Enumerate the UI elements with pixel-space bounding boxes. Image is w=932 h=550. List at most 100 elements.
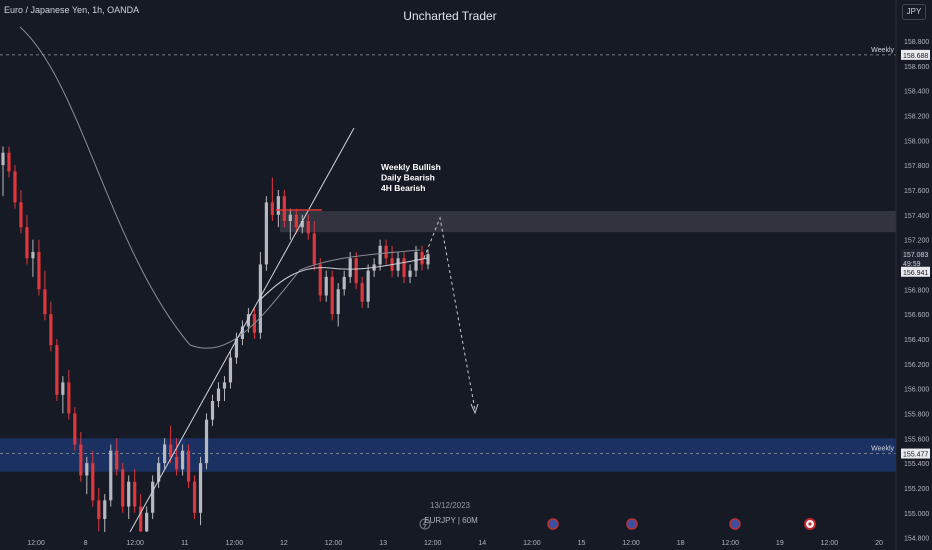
event-marker-1[interactable]: [547, 518, 559, 530]
candle-body: [25, 227, 29, 259]
candle-body: [324, 276, 328, 296]
x-tick-label: 12:00: [27, 540, 45, 547]
event-marker-4-dot: [808, 522, 812, 526]
x-tick-label: 18: [677, 540, 685, 547]
weekly-level-label-0: Weekly: [871, 47, 894, 54]
price-tag-bg: [901, 266, 930, 277]
candle-body: [157, 463, 161, 482]
x-tick-label: 12:00: [523, 540, 541, 547]
candle-body: [115, 450, 119, 470]
candle-body: [348, 258, 352, 277]
x-tick-label: 12:00: [821, 540, 839, 547]
price-tag-label: 158.688: [903, 53, 928, 60]
candle-body: [240, 326, 245, 339]
candle-body: [109, 450, 113, 501]
x-tick-label: 8: [84, 540, 88, 547]
time-axis[interactable]: 12:00 8 12:00 11 12:00 12 12:00 13 12:00 14 12:00 1…: [27, 540, 883, 547]
candle-body: [366, 270, 370, 302]
x-tick-label: 12:00: [325, 540, 343, 547]
candle-body: [7, 152, 11, 172]
candle-body: [174, 456, 179, 470]
bias-line-2: 4H Bearish: [381, 183, 425, 193]
price-tags: 158.688 157.083 49:59 156.941 155.477: [901, 49, 930, 459]
moving-average-short: [259, 257, 429, 301]
candle-body: [378, 245, 382, 265]
x-tick-label: 12:00: [622, 540, 640, 547]
x-tick-label: 12:00: [226, 540, 244, 547]
candle-body: [67, 382, 71, 414]
candle-body: [288, 214, 292, 221]
price-tag-bg: [901, 448, 930, 459]
candle-body: [139, 506, 143, 532]
y-tick-label: 158.200: [904, 113, 929, 120]
price-tag-label: 157.083: [903, 252, 928, 259]
candle-body: [408, 270, 412, 277]
price-axis[interactable]: 158.800 158.600 158.400 158.200 158.000 157.8…: [904, 39, 929, 543]
price-tag-label: 156.941: [903, 270, 928, 277]
candle-body: [1, 152, 5, 166]
candle-body: [103, 500, 107, 519]
candle-body: [420, 252, 424, 265]
candle-body: [192, 481, 197, 513]
x-tick-label: 12:00: [424, 540, 442, 547]
y-tick-label: 157.200: [904, 238, 929, 245]
y-tick-label: 156.800: [904, 287, 929, 294]
candle-body: [354, 258, 358, 284]
candle-body: [31, 252, 35, 259]
price-tag-label: 155.477: [903, 452, 928, 459]
candle-body: [318, 264, 322, 296]
y-tick-label: 157.800: [904, 163, 929, 170]
candle-body: [270, 202, 274, 215]
y-tick-label: 156.400: [904, 337, 929, 344]
candle-body: [37, 252, 41, 290]
lightning-icon[interactable]: [419, 518, 431, 530]
candle-body: [306, 220, 310, 234]
x-tick-label: 12:00: [721, 540, 739, 547]
candle-body: [222, 382, 227, 389]
candle-body: [360, 283, 364, 302]
candle-body: [234, 338, 239, 358]
price-tag-bg: [901, 249, 930, 260]
lightning-icon-glyph: [422, 519, 427, 529]
levels-layer: Weekly Weekly: [0, 47, 896, 454]
projection-arrowhead: [470, 403, 479, 415]
candle-body: [145, 512, 149, 532]
y-tick-label: 155.200: [904, 486, 929, 493]
candle-body: [426, 254, 430, 265]
candle-body: [127, 481, 131, 507]
y-tick-label: 158.600: [904, 64, 929, 71]
price-tag-label: 49:59: [903, 261, 921, 268]
y-tick-label: 155.400: [904, 461, 929, 468]
candle-body: [246, 314, 251, 327]
candle-body: [79, 444, 83, 476]
footer-symbol: EURJPY | 60M: [424, 516, 478, 525]
y-tick-label: 155.000: [904, 511, 929, 518]
candle-body: [163, 444, 167, 464]
candle-body: [216, 388, 221, 402]
candle-body: [276, 196, 280, 215]
candle-body: [342, 276, 346, 290]
event-marker-3[interactable]: [729, 518, 741, 530]
y-tick-label: 157.600: [904, 188, 929, 195]
candle-body: [169, 444, 173, 457]
candle-body: [85, 463, 89, 476]
price-tag-bg: [901, 258, 930, 269]
bias-line-1: Daily Bearish: [381, 173, 435, 183]
candle-body: [61, 382, 65, 395]
y-tick-label: 158.800: [904, 39, 929, 46]
candle-body: [228, 357, 233, 383]
moving-average-long: [19, 26, 421, 349]
candle-body: [97, 500, 101, 519]
x-tick-label: 20: [875, 540, 883, 547]
currency-button[interactable]: JPY: [902, 4, 926, 20]
candle-body: [402, 258, 406, 277]
candle-body: [396, 258, 400, 271]
candle-body: [121, 469, 125, 507]
projection-path: [423, 216, 476, 411]
candle-body: [19, 202, 23, 228]
y-tick-label: 156.000: [904, 387, 929, 394]
event-marker-2[interactable]: [626, 518, 638, 530]
candle-body: [414, 252, 418, 271]
